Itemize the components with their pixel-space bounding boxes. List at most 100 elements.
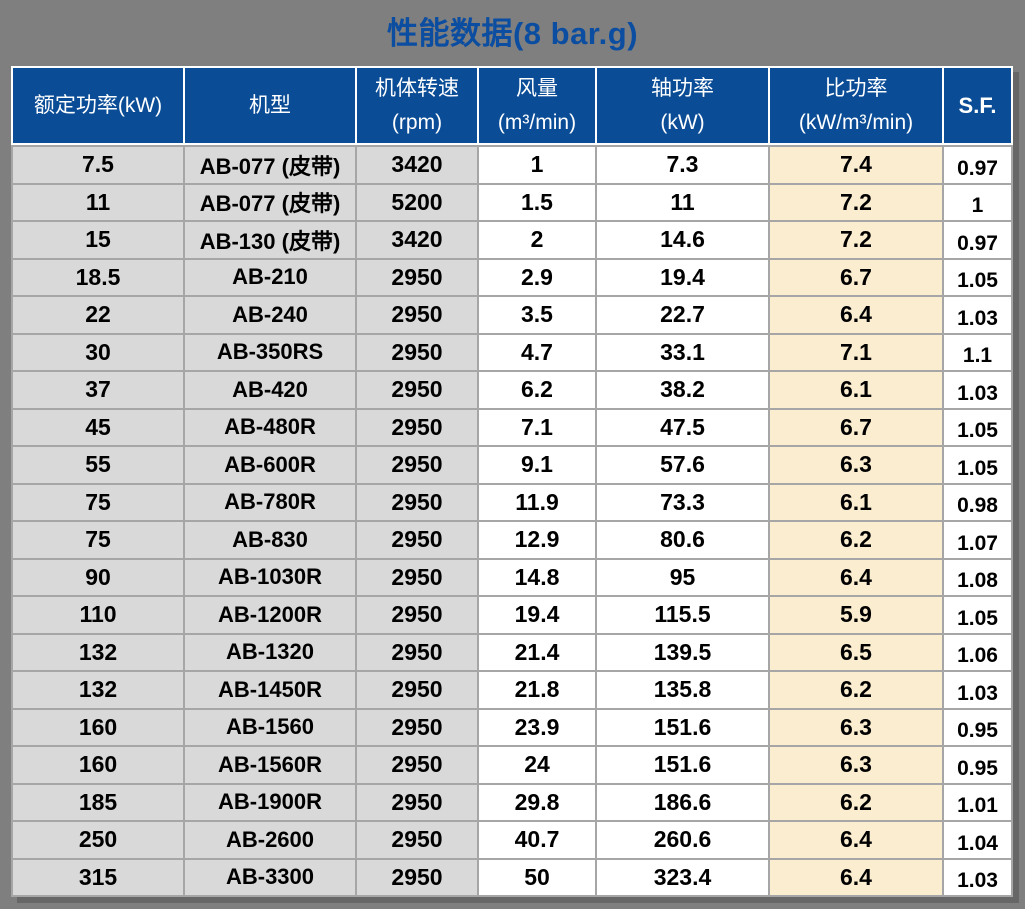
cell-speed-row-2: 5200	[357, 184, 477, 220]
col-header-specific-power-unit: (kW/m³/min)	[798, 110, 914, 134]
cell-shaft-power-row-8: 47.5	[597, 409, 768, 445]
cell-service-factor-row-15: 1.03	[944, 672, 1011, 708]
cell-airflow-row-20: 50	[479, 859, 595, 895]
cell-service-factor-row-8: 1.05	[944, 409, 1011, 445]
cell-specific-power-row-19: 6.4	[770, 822, 942, 858]
cell-service-factor-row-17: 0.95	[944, 747, 1011, 783]
cell-rated-power-row-17: 160	[13, 747, 183, 783]
cell-specific-power-row-14: 6.5	[770, 634, 942, 670]
cell-shaft-power-row-1: 7.3	[597, 147, 768, 183]
cell-specific-power-row-20: 6.4	[770, 859, 942, 895]
cell-shaft-power-row-14: 139.5	[597, 634, 768, 670]
cell-model-row-7: AB-420	[185, 372, 355, 408]
cell-airflow-row-17: 24	[479, 747, 595, 783]
col-header-rated-power: 额定功率(kW)	[13, 68, 183, 143]
cell-rated-power-row-8: 45	[13, 409, 183, 445]
cell-speed-row-5: 2950	[357, 297, 477, 333]
cell-service-factor-row-4: 1.05	[944, 259, 1011, 295]
cell-airflow-row-18: 29.8	[479, 784, 595, 820]
cell-model-row-2: AB-077 (皮带)	[185, 184, 355, 220]
cell-airflow-row-12: 14.8	[479, 559, 595, 595]
cell-rated-power-row-20: 315	[13, 859, 183, 895]
cell-specific-power-row-7: 6.1	[770, 372, 942, 408]
cell-model-row-20: AB-3300	[185, 859, 355, 895]
cell-service-factor-row-14: 1.06	[944, 634, 1011, 670]
cell-airflow-row-19: 40.7	[479, 822, 595, 858]
cell-airflow-row-9: 9.1	[479, 447, 595, 483]
cell-model-row-10: AB-780R	[185, 484, 355, 520]
col-header-speed-unit: (rpm)	[391, 110, 443, 134]
cell-specific-power-row-10: 6.1	[770, 484, 942, 520]
cell-airflow-row-11: 12.9	[479, 522, 595, 558]
cell-speed-row-3: 3420	[357, 222, 477, 258]
cell-shaft-power-row-18: 186.6	[597, 784, 768, 820]
cell-specific-power-row-17: 6.3	[770, 747, 942, 783]
cell-rated-power-row-14: 132	[13, 634, 183, 670]
cell-speed-row-19: 2950	[357, 822, 477, 858]
col-header-shaft-power: 轴功率 (kW)	[597, 68, 768, 143]
cell-airflow-row-6: 4.7	[479, 334, 595, 370]
cell-specific-power-row-6: 7.1	[770, 334, 942, 370]
cell-shaft-power-row-6: 33.1	[597, 334, 768, 370]
cell-specific-power-row-11: 6.2	[770, 522, 942, 558]
cell-speed-row-4: 2950	[357, 259, 477, 295]
cell-service-factor-row-18: 1.01	[944, 784, 1011, 820]
col-header-airflow: 风量 (m³/min)	[479, 68, 595, 143]
col-header-speed: 机体转速 (rpm)	[357, 68, 477, 143]
cell-speed-row-7: 2950	[357, 372, 477, 408]
cell-service-factor-row-16: 0.95	[944, 709, 1011, 745]
col-header-service-factor-label: S.F.	[958, 92, 997, 118]
cell-model-row-19: AB-2600	[185, 822, 355, 858]
cell-specific-power-row-3: 7.2	[770, 222, 942, 258]
cell-airflow-row-4: 2.9	[479, 259, 595, 295]
cell-speed-row-1: 3420	[357, 147, 477, 183]
cell-speed-row-11: 2950	[357, 522, 477, 558]
cell-shaft-power-row-16: 151.6	[597, 709, 768, 745]
cell-rated-power-row-5: 22	[13, 297, 183, 333]
cell-shaft-power-row-5: 22.7	[597, 297, 768, 333]
cell-airflow-row-15: 21.8	[479, 672, 595, 708]
cell-specific-power-row-15: 6.2	[770, 672, 942, 708]
cell-model-row-18: AB-1900R	[185, 784, 355, 820]
cell-rated-power-row-19: 250	[13, 822, 183, 858]
cell-airflow-row-2: 1.5	[479, 184, 595, 220]
cell-specific-power-row-9: 6.3	[770, 447, 942, 483]
cell-airflow-row-3: 2	[479, 222, 595, 258]
cell-model-row-5: AB-240	[185, 297, 355, 333]
cell-speed-row-20: 2950	[357, 859, 477, 895]
cell-model-row-6: AB-350RS	[185, 334, 355, 370]
cell-specific-power-row-5: 6.4	[770, 297, 942, 333]
cell-service-factor-row-12: 1.08	[944, 559, 1011, 595]
cell-service-factor-row-7: 1.03	[944, 372, 1011, 408]
cell-shaft-power-row-15: 135.8	[597, 672, 768, 708]
col-header-specific-power: 比功率 (kW/m³/min)	[770, 68, 942, 143]
col-header-rated-power-label: 额定功率(kW)	[33, 93, 163, 117]
cell-airflow-row-8: 7.1	[479, 409, 595, 445]
cell-service-factor-row-5: 1.03	[944, 297, 1011, 333]
cell-specific-power-row-1: 7.4	[770, 147, 942, 183]
cell-model-row-14: AB-1320	[185, 634, 355, 670]
cell-speed-row-15: 2950	[357, 672, 477, 708]
cell-service-factor-row-9: 1.05	[944, 447, 1011, 483]
cell-speed-row-9: 2950	[357, 447, 477, 483]
cell-rated-power-row-16: 160	[13, 709, 183, 745]
cell-airflow-row-14: 21.4	[479, 634, 595, 670]
cell-rated-power-row-7: 37	[13, 372, 183, 408]
cell-model-row-12: AB-1030R	[185, 559, 355, 595]
cell-model-row-3: AB-130 (皮带)	[185, 222, 355, 258]
page-title: 性能数据(8 bar.g)	[386, 16, 639, 51]
cell-shaft-power-row-11: 80.6	[597, 522, 768, 558]
col-header-model-label: 机型	[249, 93, 291, 117]
cell-shaft-power-row-10: 73.3	[597, 484, 768, 520]
cell-speed-row-12: 2950	[357, 559, 477, 595]
performance-table: 额定功率(kW) 机型 机体转速 (rpm) 风量 (m³/min) 轴功率 (…	[11, 66, 1013, 897]
cell-specific-power-row-18: 6.2	[770, 784, 942, 820]
table-body: 7.5 AB-077 (皮带) 3420 1 7.3 7.4 0.97 11 AB-077 (皮…	[11, 145, 1013, 897]
cell-specific-power-row-4: 6.7	[770, 259, 942, 295]
col-header-shaft-power-unit: (kW)	[660, 110, 705, 134]
cell-shaft-power-row-12: 95	[597, 559, 768, 595]
cell-model-row-9: AB-600R	[185, 447, 355, 483]
cell-shaft-power-row-13: 115.5	[597, 597, 768, 633]
cell-rated-power-row-12: 90	[13, 559, 183, 595]
cell-specific-power-row-13: 5.9	[770, 597, 942, 633]
